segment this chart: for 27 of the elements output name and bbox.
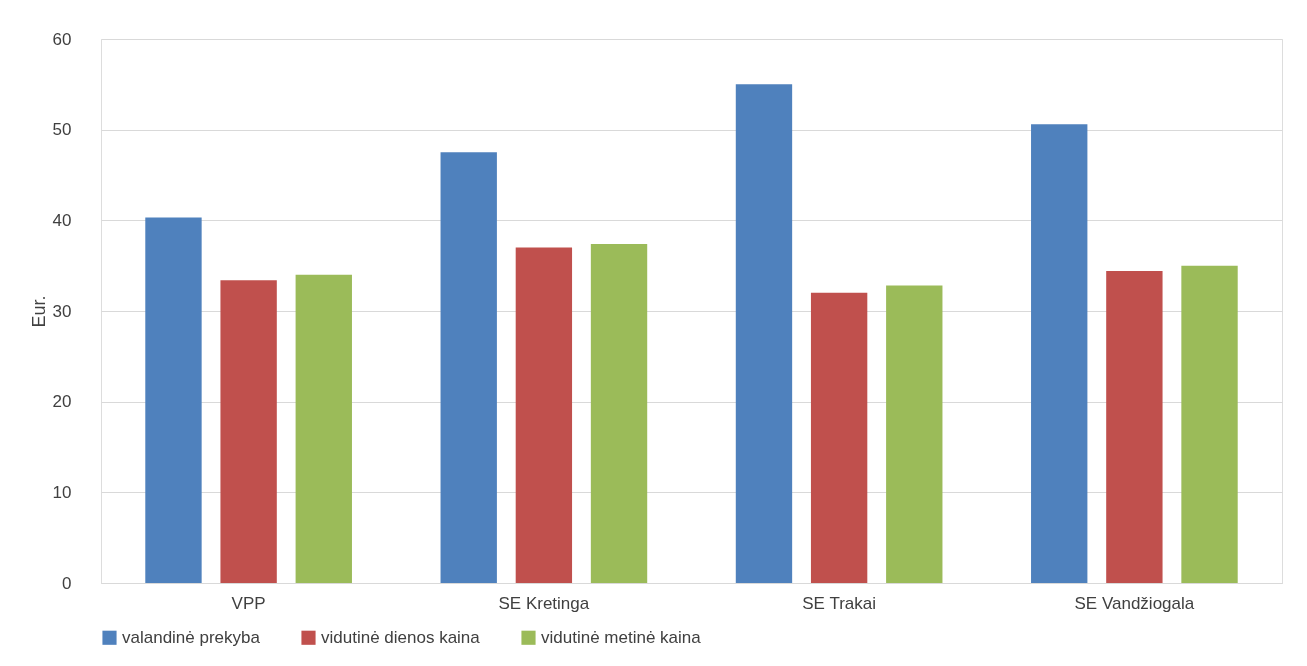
y-tick-label: 50 — [52, 120, 72, 140]
x-tick-label: SE Kretinga — [498, 593, 590, 613]
legend-label: vidutinė metinė kaina — [541, 627, 702, 647]
y-tick-label: 10 — [52, 482, 72, 502]
bar — [220, 280, 277, 583]
x-tick-label: SE Trakai — [802, 593, 876, 613]
bar — [1031, 124, 1088, 583]
bar — [590, 243, 648, 583]
bar — [886, 285, 943, 583]
y-tick-label: 20 — [52, 392, 72, 412]
y-tick-label: 40 — [52, 210, 72, 230]
bar — [735, 84, 793, 583]
y-axis-title: Eur. — [28, 295, 49, 328]
x-tick-label: SE Vandžiogala — [1074, 593, 1195, 613]
bar — [145, 217, 202, 583]
y-tick-label: 60 — [52, 29, 72, 49]
legend-label: valandinė prekyba — [122, 627, 261, 647]
y-tick-label: 0 — [62, 573, 72, 593]
bar — [295, 274, 352, 583]
bar — [1181, 265, 1238, 583]
bar — [1106, 271, 1163, 583]
bar — [515, 247, 573, 583]
bar — [440, 152, 497, 583]
legend-label: vidutinė dienos kaina — [321, 627, 481, 647]
x-tick-label: VPP — [231, 593, 266, 613]
bar — [810, 292, 868, 583]
y-tick-label: 30 — [52, 301, 72, 321]
